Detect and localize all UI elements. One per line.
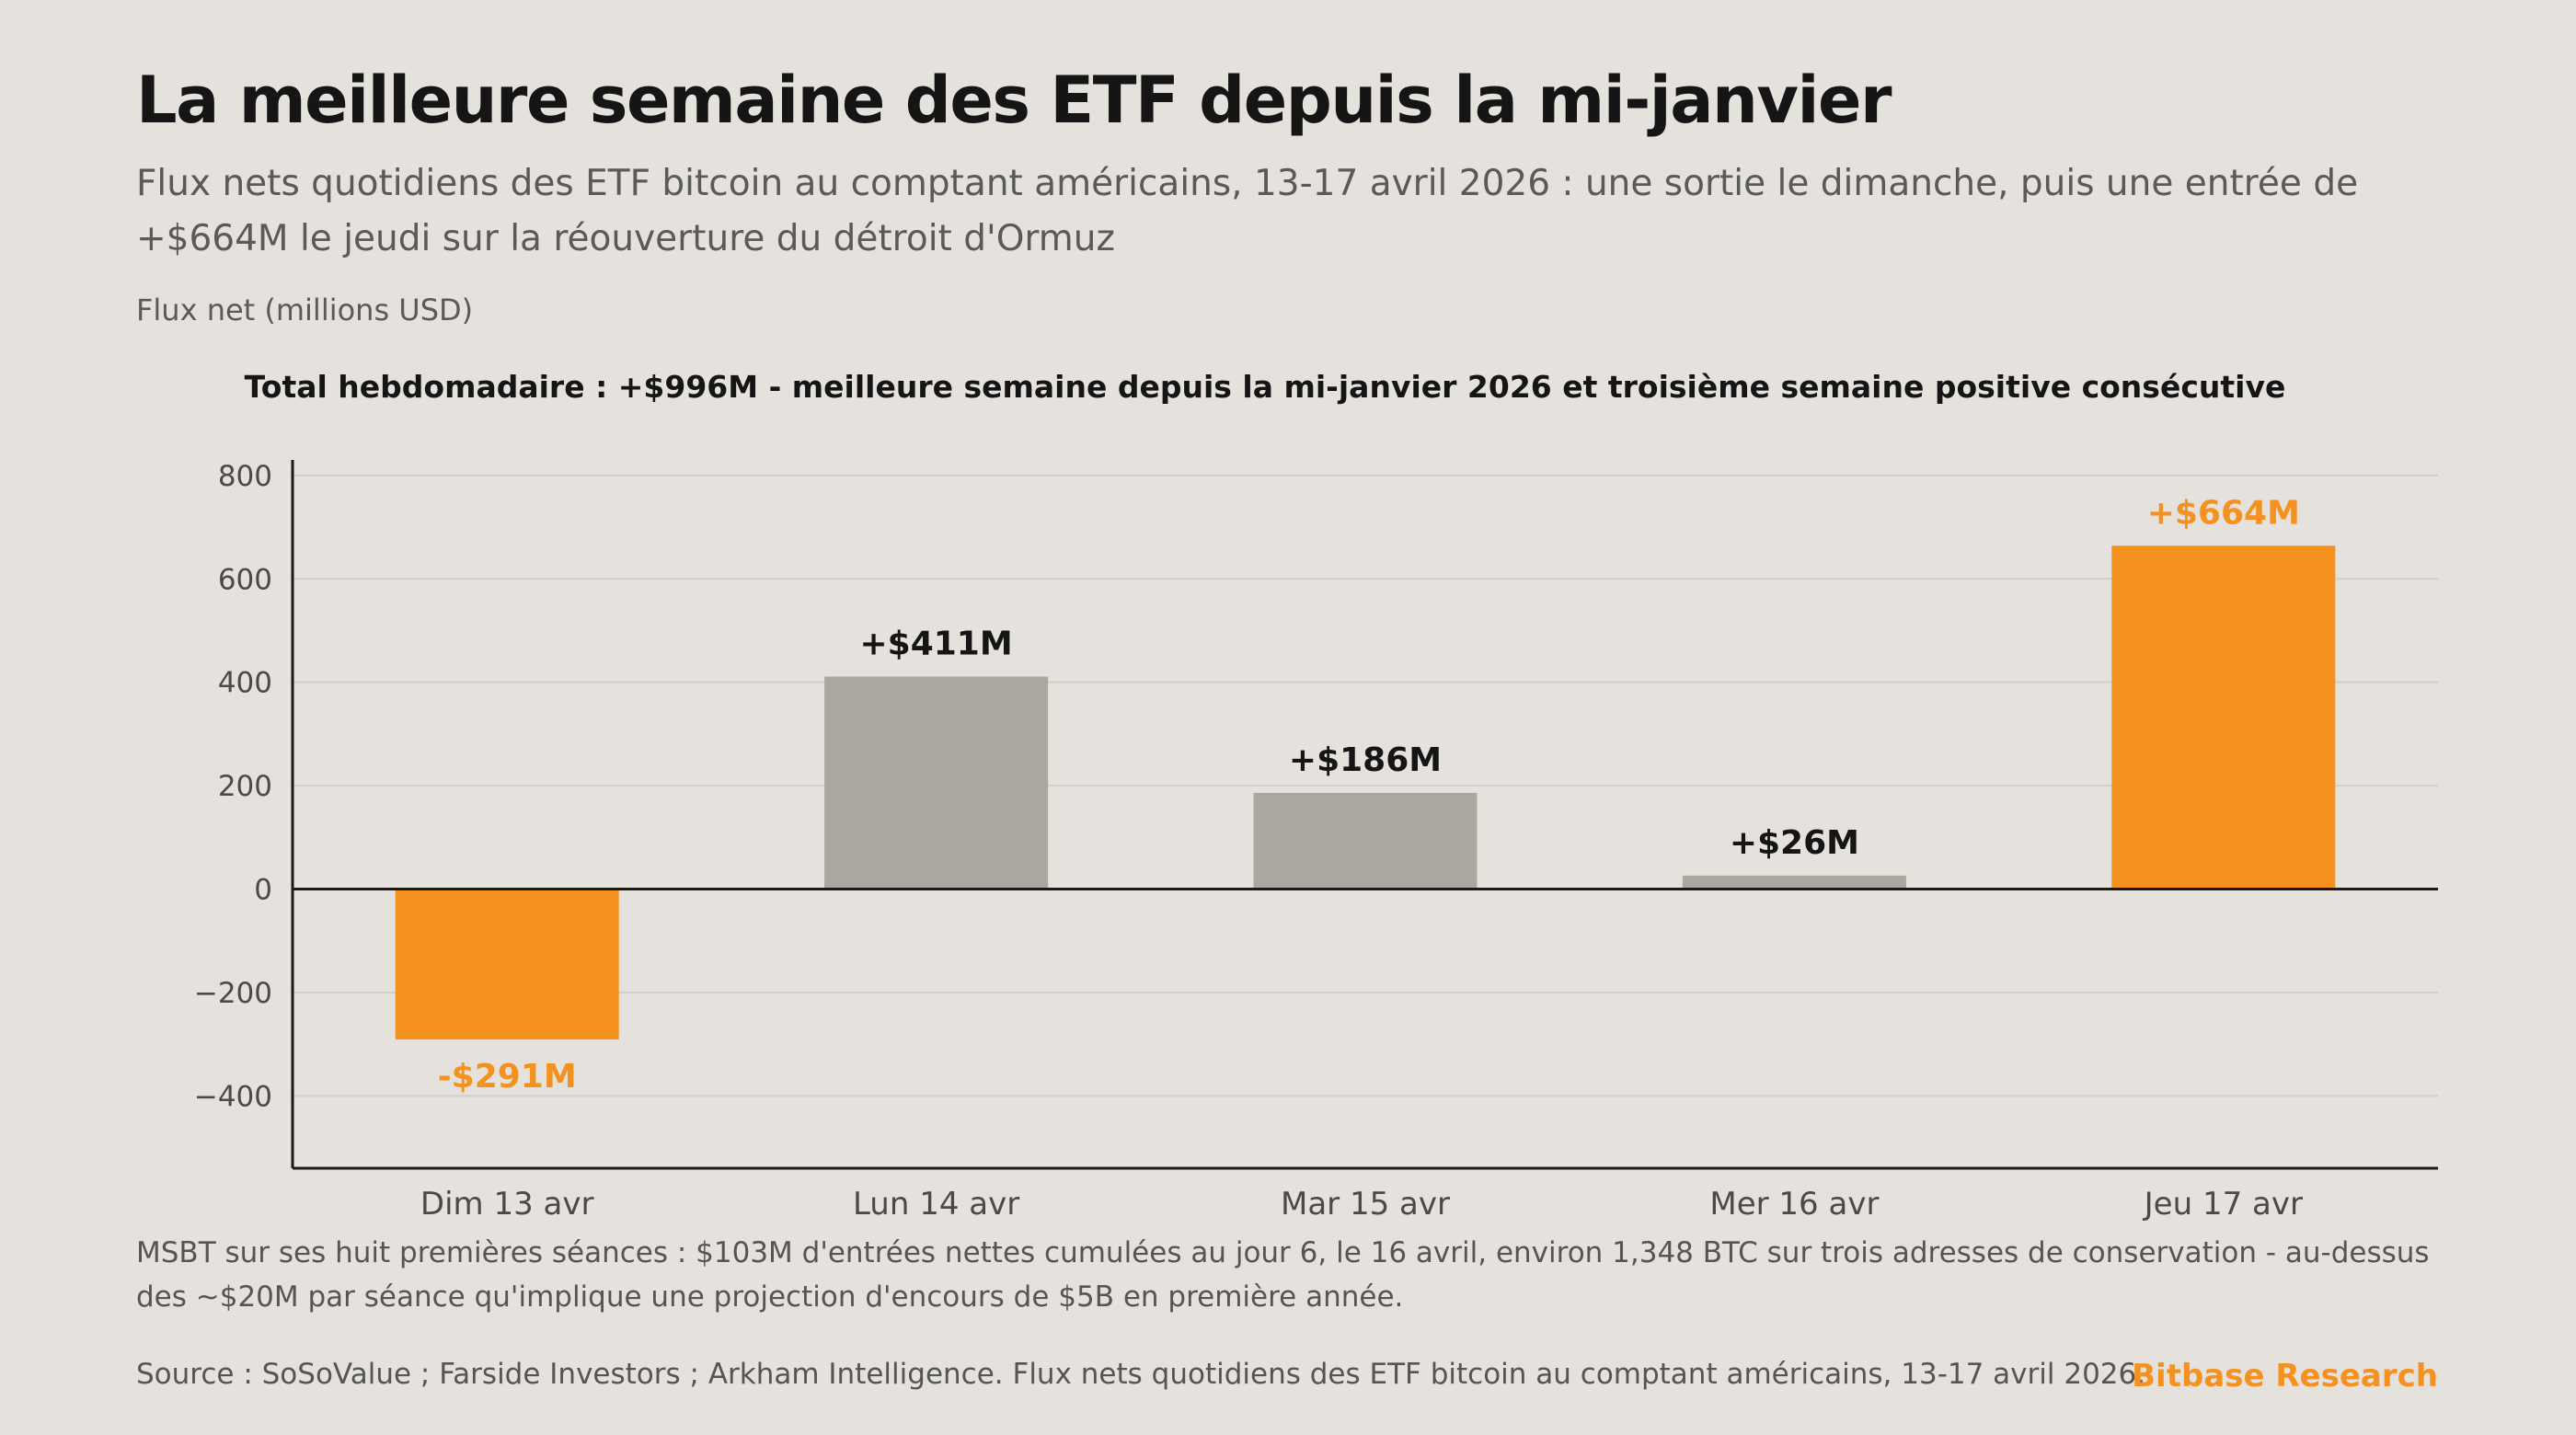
chart-subtitle: Flux nets quotidiens des ETF bitcoin au …	[136, 163, 2359, 259]
value-label: +$664M	[2147, 494, 2300, 532]
y-tick-label: 600	[218, 563, 272, 596]
brand-logo-text: Bitbase Research	[2132, 1358, 2438, 1395]
value-label: -$291M	[438, 1058, 577, 1096]
bar-chart: Total hebdomadaire : +$996M - meilleure …	[194, 369, 2438, 1223]
value-labels: -$291M +$411M +$186M +$26M +$664M	[438, 494, 2300, 1096]
bar-mar-15-avr	[1253, 792, 1478, 890]
y-tick-label: −400	[194, 1080, 272, 1113]
y-tick-label: −200	[194, 977, 272, 1010]
gridlines	[293, 474, 2438, 1097]
bar-lun-14-avr	[824, 676, 1049, 890]
value-label: +$26M	[1730, 824, 1859, 862]
bar-dim-13-avr	[395, 889, 619, 1040]
x-tick-label: Mer 16 avr	[1709, 1186, 1879, 1223]
y-tick-label: 200	[218, 770, 272, 803]
y-tick-label: 800	[218, 460, 272, 493]
y-tick-label: 0	[254, 873, 272, 906]
weekly-total-annotation: Total hebdomadaire : +$996M - meilleure …	[245, 369, 2286, 405]
value-label: +$186M	[1289, 741, 1442, 779]
chart-title: La meilleure semaine des ETF depuis la m…	[136, 63, 1892, 138]
y-axis-unit-label: Flux net (millions USD)	[136, 293, 474, 327]
bar-mer-16-avr	[1682, 875, 1906, 890]
footnote: MSBT sur ses huit premières séances : $1…	[136, 1236, 2430, 1314]
bar-jeu-17-avr	[2111, 545, 2336, 890]
axes: 800 600 400 200 0 −200 −400 Dim 13 avr Lun 14 av…	[194, 460, 2438, 1223]
x-tick-label: Lun 14 avr	[853, 1186, 1019, 1223]
x-tick-label: Dim 13 avr	[420, 1186, 594, 1223]
source-line: Source : SoSoValue ; Farside Investors ;…	[136, 1358, 2146, 1391]
value-label: +$411M	[860, 625, 1013, 662]
y-tick-label: 400	[218, 667, 272, 700]
bars	[395, 545, 2336, 1040]
x-tick-label: Jeu 17 avr	[2143, 1186, 2303, 1223]
x-tick-label: Mar 15 avr	[1281, 1186, 1450, 1223]
